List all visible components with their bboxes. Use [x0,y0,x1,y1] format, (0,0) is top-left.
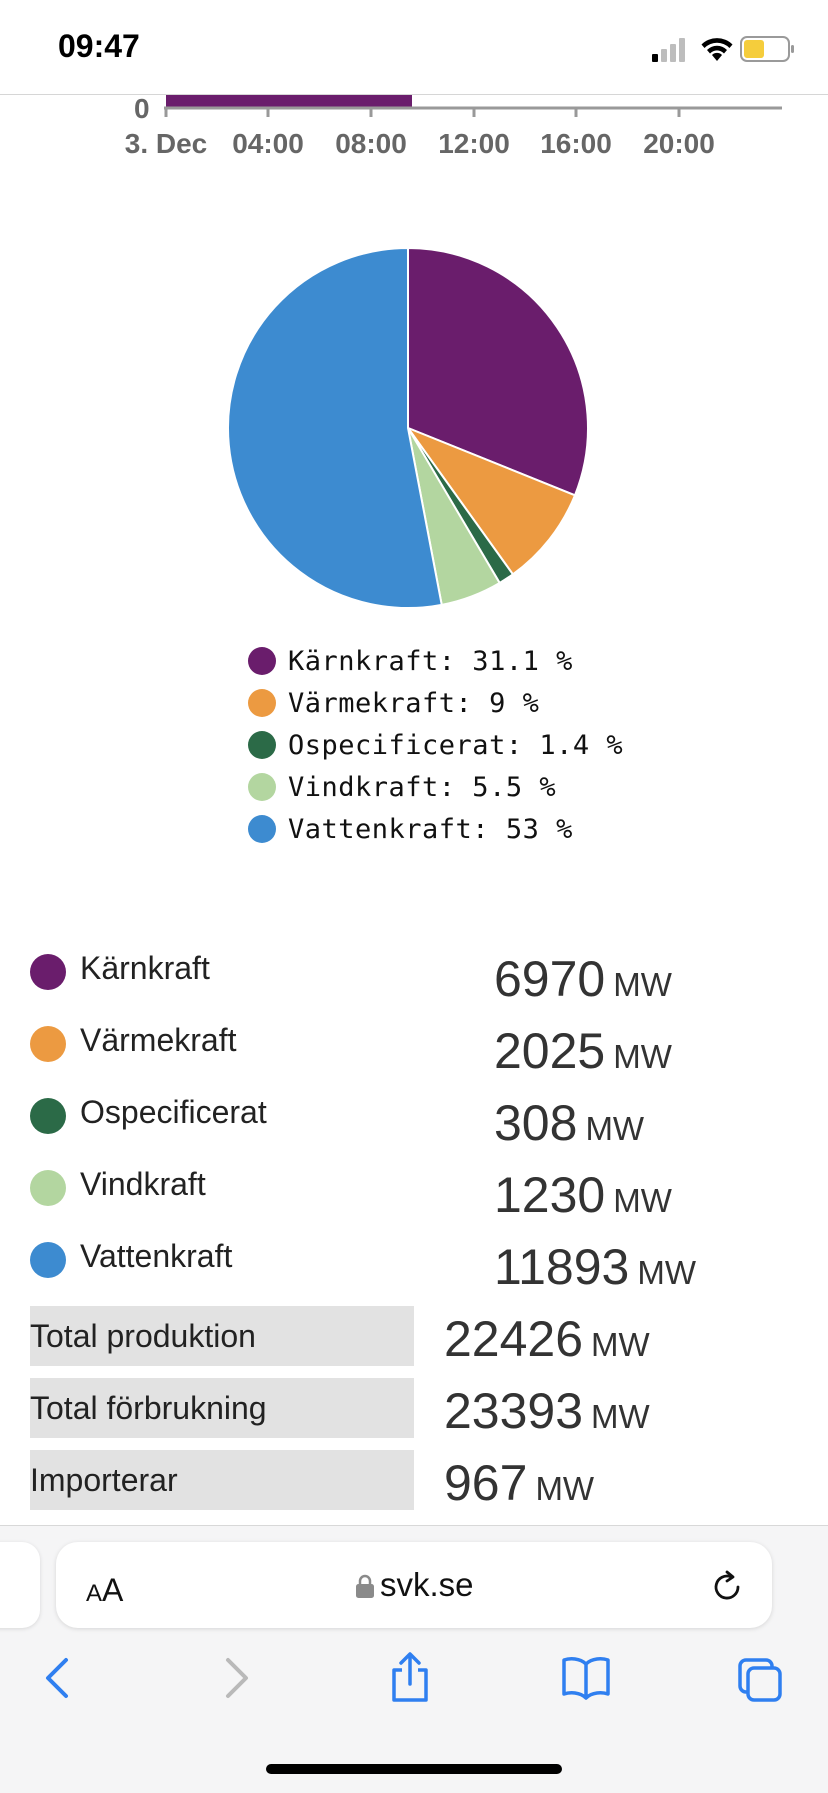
source-name: Vattenkraft [80,1238,233,1274]
text-size-button[interactable]: AA [86,1572,124,1608]
total-label: Total förbrukning [30,1378,414,1438]
breakdown-row-karnkraft: Kärnkraft 6970 MW [0,946,828,1018]
legend-label: Ospecificerat: 1.4 % [288,729,624,761]
legend-label: Värmekraft: 9 % [288,687,540,719]
home-indicator [266,1764,562,1774]
reload-icon[interactable] [708,1568,746,1606]
legend-dot [248,773,276,801]
battery-icon [740,36,794,62]
production-breakdown: Kärnkraft 6970 MW Värmekraft 2025 MW Ospec… [0,946,828,1522]
total-production-row: Total produktion 22426 MW [0,1306,828,1378]
pie-slice-v-rmekraft[interactable] [405,425,577,576]
legend-dot [248,731,276,759]
lock-icon [356,1574,374,1598]
energy-mix-pie-chart [227,246,589,609]
share-icon[interactable] [386,1652,434,1704]
source-color-dot [30,1026,66,1062]
source-color-dot [30,1170,66,1206]
pie-slice-vattenkraft[interactable] [227,246,443,609]
legend-dot [248,647,276,675]
legend-label: Kärnkraft: 31.1 % [288,645,573,677]
breakdown-row-ospecificerat: Ospecificerat 308 MW [0,1090,828,1162]
source-name: Vindkraft [80,1166,206,1202]
source-value: 1230 MW [494,1167,672,1223]
breakdown-row-vattenkraft: Vattenkraft 11893 MW [0,1234,828,1306]
legend-item-vattenkraft[interactable]: Vattenkraft: 53 % [248,808,668,850]
total-value: 967 MW [444,1455,595,1511]
address-bar[interactable] [56,1542,772,1628]
legend-item-karnkraft[interactable]: Kärnkraft: 31.1 % [248,640,668,682]
x-tick-label: 20:00 [643,128,715,159]
legend-item-vindkraft[interactable]: Vindkraft: 5.5 % [248,766,668,808]
tabs-icon[interactable] [736,1652,784,1704]
legend-item-ospecificerat[interactable]: Ospecificerat: 1.4 % [248,724,668,766]
x-tick-label: 04:00 [232,128,304,159]
x-tick-label: 3. Dec [125,128,208,159]
total-label: Importerar [30,1450,414,1510]
back-icon[interactable] [34,1652,82,1704]
source-color-dot [30,1242,66,1278]
source-value: 11893 MW [494,1239,696,1295]
forward-icon[interactable] [212,1652,260,1704]
y-zero-label: 0 [134,95,150,124]
previous-tab-preview[interactable] [0,1542,40,1628]
x-tick-label: 12:00 [438,128,510,159]
signal-icon [652,38,685,62]
x-tick-label: 08:00 [335,128,407,159]
wifi-icon [701,38,733,61]
pie-legend: Kärnkraft: 31.1 % Värmekraft: 9 % Ospeci… [248,640,668,850]
status-bar: 09:47 [0,0,828,95]
source-value: 2025 MW [494,1023,672,1079]
total-value: 22426 MW [444,1311,650,1367]
total-label: Total produktion [30,1306,414,1366]
legend-label: Vindkraft: 5.5 % [288,771,557,803]
url-text[interactable]: svk.se [380,1566,474,1603]
pie-slice-k-rnkraft[interactable] [407,246,589,497]
legend-dot [248,815,276,843]
status-time: 09:47 [58,28,140,64]
import-row: Importerar 967 MW [0,1450,828,1522]
source-value: 308 MW [494,1095,645,1151]
breakdown-row-vindkraft: Vindkraft 1230 MW [0,1162,828,1234]
total-consumption-row: Total förbrukning 23393 MW [0,1378,828,1450]
breakdown-row-varmekraft: Värmekraft 2025 MW [0,1018,828,1090]
timeline-bar [166,95,412,107]
legend-item-varmekraft[interactable]: Värmekraft: 9 % [248,682,668,724]
source-color-dot [30,1098,66,1134]
x-tick-label: 16:00 [540,128,612,159]
bookmarks-icon[interactable] [560,1652,612,1704]
legend-dot [248,689,276,717]
source-name: Värmekraft [80,1022,237,1058]
source-name: Ospecificerat [80,1094,267,1130]
production-timeline-chart: 0 3. Dec 04:00 08:00 12:00 16:00 20:00 [125,95,782,159]
source-name: Kärnkraft [80,950,210,986]
source-color-dot [30,954,66,990]
legend-label: Vattenkraft: 53 % [288,813,573,845]
source-value: 6970 MW [494,951,672,1007]
total-value: 23393 MW [444,1383,650,1439]
